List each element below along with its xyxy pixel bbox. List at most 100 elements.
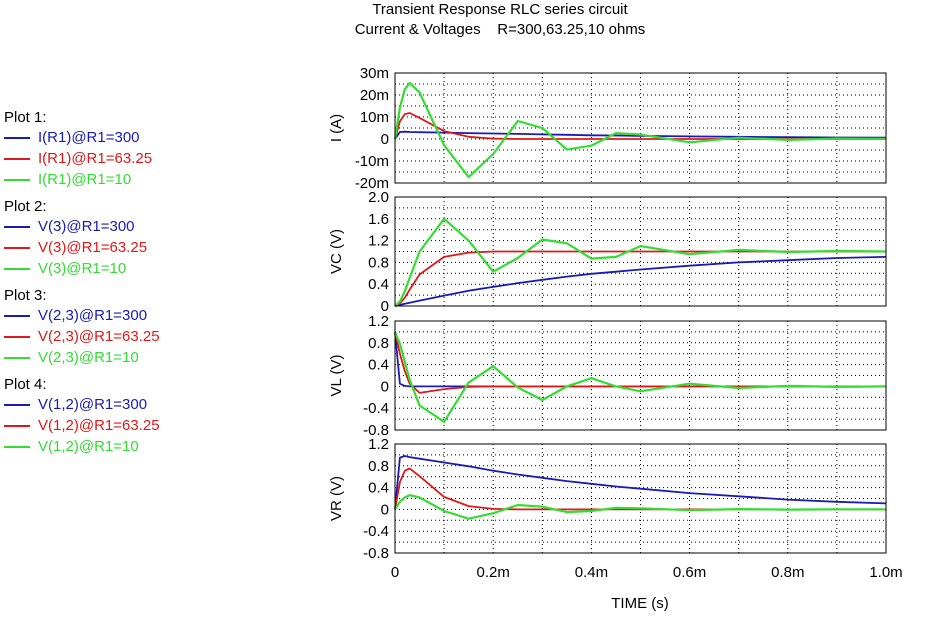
- legend-swatch: [4, 136, 30, 139]
- series-line: [394, 112, 886, 140]
- legend-swatch: [4, 314, 30, 317]
- legend-swatch: [4, 356, 30, 359]
- legend-swatch: [4, 335, 30, 338]
- legend-item: V(1,2)@R1=10: [4, 436, 160, 457]
- y-axis-label: VL (V): [328, 355, 345, 397]
- y-tick-label: -0.8: [363, 545, 389, 562]
- legend-group-title: Plot 3:: [4, 287, 47, 304]
- legend-swatch: [4, 225, 30, 228]
- x-tick-label: 1.0m: [869, 564, 902, 581]
- y-tick-label: 1.2: [368, 436, 389, 453]
- legend-swatch: [4, 178, 30, 181]
- series-line: [394, 494, 886, 520]
- series-line: [394, 455, 887, 510]
- series-line: [394, 331, 886, 388]
- x-tick-label: 0: [391, 564, 399, 581]
- legend-group-title: Plot 4:: [4, 376, 47, 393]
- y-tick-label: 1.2: [368, 313, 389, 330]
- legend-label: V(2,3)@R1=300: [38, 307, 148, 324]
- x-tick-label: 0.8m: [771, 564, 804, 581]
- legend-swatch: [4, 445, 30, 448]
- y-tick-label: 30m: [360, 65, 389, 82]
- legend-item: I(R1)@R1=63.25: [4, 148, 160, 169]
- panel-frame: [394, 72, 887, 184]
- legend-item: V(2,3)@R1=10: [4, 347, 160, 368]
- legend-group-plot-2: Plot 2: V(3)@R1=300 V(3)@R1=63.25 V(3)@R1=1…: [4, 197, 160, 279]
- series-line: [393, 331, 887, 423]
- y-tick-label: 0: [381, 378, 389, 395]
- series-line: [393, 81, 887, 179]
- legend-item: I(R1)@R1=10: [4, 169, 160, 190]
- y-tick-label: -20m: [355, 175, 389, 192]
- y-tick-label: -0.8: [363, 422, 389, 439]
- y-axis-label: VC (V): [328, 229, 345, 274]
- legend-label: V(2,3)@R1=63.25: [38, 328, 160, 345]
- x-axis-label: TIME (s): [611, 595, 669, 612]
- legend-item: V(2,3)@R1=300: [4, 305, 160, 326]
- legend-item: V(3)@R1=10: [4, 258, 160, 279]
- y-tick-label: 0: [381, 131, 389, 148]
- legend-group-plot-1: Plot 1: I(R1)@R1=300 I(R1)@R1=63.25 I(R1)@R…: [4, 108, 160, 190]
- series-line: [394, 250, 886, 307]
- legend-group-title: Plot 2:: [4, 198, 47, 215]
- chart-title: Transient Response RLC series circuit Cu…: [330, 0, 670, 40]
- series-line: [394, 217, 887, 307]
- x-tick-label: 0.4m: [575, 564, 608, 581]
- legend: Plot 1: I(R1)@R1=300 I(R1)@R1=63.25 I(R1)@R…: [4, 108, 160, 464]
- legend-swatch: [4, 157, 30, 160]
- y-tick-label: -10m: [355, 153, 389, 170]
- legend-item: V(1,2)@R1=300: [4, 394, 160, 415]
- legend-label: V(3)@R1=10: [38, 260, 127, 277]
- legend-item: V(2,3)@R1=63.25: [4, 326, 160, 347]
- x-tick-label: 0.2m: [477, 564, 510, 581]
- y-tick-label: 0.8: [368, 335, 389, 352]
- y-tick-label: 0: [381, 298, 389, 315]
- legend-label: V(2,3)@R1=10: [38, 349, 139, 366]
- legend-label: V(3)@R1=63.25: [38, 239, 148, 256]
- legend-group-title: Plot 1:: [4, 109, 47, 126]
- panel-1: 30m 20m 10m 0 -10m -20m I (A): [328, 65, 887, 192]
- y-tick-label: 0.8: [368, 254, 389, 271]
- legend-label: I(R1)@R1=63.25: [38, 150, 153, 167]
- legend-swatch: [4, 424, 30, 427]
- legend-label: V(1,2)@R1=10: [38, 438, 139, 455]
- legend-label: V(1,2)@R1=300: [38, 396, 148, 413]
- legend-swatch: [4, 403, 30, 406]
- panel-frame: [394, 196, 887, 307]
- legend-label: I(R1)@R1=10: [38, 171, 132, 188]
- legend-group-plot-3: Plot 3: V(2,3)@R1=300 V(2,3)@R1=63.25 V(2,3…: [4, 286, 160, 368]
- y-tick-label: -0.4: [363, 523, 389, 540]
- legend-item: V(3)@R1=300: [4, 216, 160, 237]
- chart-title-line-1: Transient Response RLC series circuit: [372, 1, 628, 18]
- legend-item: I(R1)@R1=300: [4, 127, 160, 148]
- y-tick-label: 2.0: [368, 189, 389, 206]
- series-line: [394, 331, 886, 394]
- chart-title-line-2: Current & Voltages R=300,63.25,10 ohms: [354, 21, 646, 38]
- legend-label: V(3)@R1=300: [38, 218, 135, 235]
- panel-3: 1.2 0.8 0.4 0 -0.4 -0.8 VL (V): [328, 313, 887, 439]
- legend-group-plot-4: Plot 4: V(1,2)@R1=300 V(1,2)@R1=63.25 V(1,2…: [4, 375, 160, 457]
- legend-label: V(1,2)@R1=63.25: [38, 417, 160, 434]
- y-axis-label: I (A): [328, 114, 345, 142]
- y-tick-label: 0.4: [368, 480, 389, 497]
- panel-frame: [394, 320, 887, 431]
- legend-item: V(3)@R1=63.25: [4, 237, 160, 258]
- legend-item: V(1,2)@R1=63.25: [4, 415, 160, 436]
- legend-label: I(R1)@R1=300: [38, 129, 140, 146]
- y-tick-label: 20m: [360, 87, 389, 104]
- y-tick-label: 10m: [360, 109, 389, 126]
- y-tick-label: 0: [381, 501, 389, 518]
- y-tick-label: 1.6: [368, 211, 389, 228]
- y-tick-label: 0.8: [368, 458, 389, 475]
- x-tick-label: 0.6m: [673, 564, 706, 581]
- panel-frame: [394, 443, 887, 554]
- y-tick-label: 0.4: [368, 276, 389, 293]
- y-axis-label: VR (V): [328, 476, 345, 521]
- y-tick-label: 1.2: [368, 233, 389, 250]
- panel-4: 1.2 0.8 0.4 0 -0.4 -0.8 VR (V): [328, 436, 887, 562]
- legend-swatch: [4, 246, 30, 249]
- y-tick-label: 0.4: [368, 357, 389, 374]
- y-tick-label: -0.4: [363, 400, 389, 417]
- series-line: [394, 256, 887, 307]
